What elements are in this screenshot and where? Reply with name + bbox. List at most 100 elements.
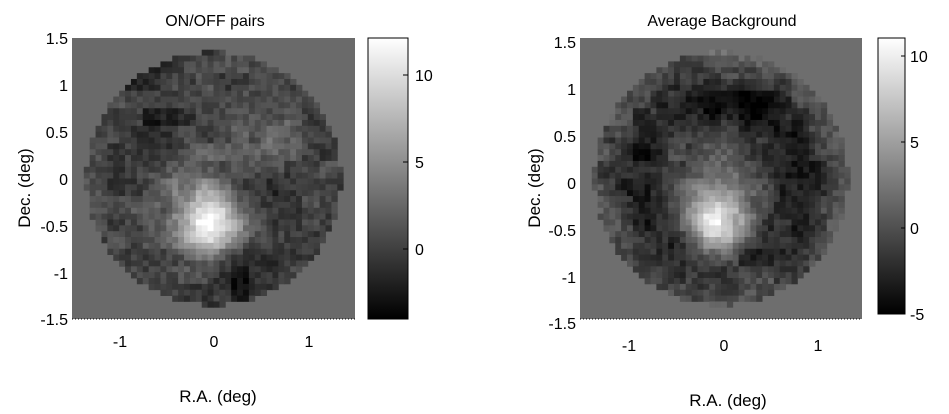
map-cell [136,160,144,168]
map-cell [685,260,693,267]
map-cell [148,84,155,92]
map-cell [189,213,197,220]
map-cell [237,201,244,209]
map-cell [685,219,693,226]
map-cell [750,61,757,68]
map-cell [732,149,740,156]
map-cell [201,160,209,168]
map-cell [284,155,291,162]
map-cell [296,102,303,109]
map-cell [709,178,716,185]
map-cell [313,166,321,174]
map-cell [668,155,675,162]
map-cell [638,90,646,97]
map-cell [644,237,651,244]
map-cell [125,102,132,109]
map-cell [272,90,279,97]
map-cell [732,119,740,127]
map-cell [703,248,710,255]
map-cell [703,213,710,220]
map-cell [160,73,167,80]
map-cell [166,201,173,209]
map-cell [791,237,798,244]
map-cell [142,125,150,133]
map-cell [815,155,822,162]
x-tick-labels: -1 0 1 [113,334,314,351]
map-cell [195,137,203,144]
map-cell [726,242,734,250]
map-cell [325,172,332,179]
map-cell [674,166,681,174]
y-axis-label: Dec. (deg) [525,148,544,227]
map-cell [685,78,693,86]
map-cell [656,160,663,168]
map-cell [130,190,138,197]
map-cell [254,178,262,185]
map-cell [201,254,209,261]
map-cell [231,172,238,179]
map-cell [136,73,144,80]
map-cell [113,172,120,179]
map-cell [278,242,285,250]
map-cell [313,184,321,191]
map-cell [296,90,303,97]
map-cell [189,67,197,74]
map-cell [301,172,309,179]
map-cell [697,254,704,261]
map-cell [674,225,681,232]
map-cell [331,172,338,179]
map-cell [715,119,722,127]
map-cell [160,254,167,261]
map-cell [219,242,226,250]
map-cell [732,219,740,226]
map-cell [148,172,155,179]
map-cell [225,190,232,197]
map-cell [803,231,810,238]
map-cell [797,131,804,138]
map-cell [615,207,622,215]
map-cell [650,213,657,220]
map-cell [166,102,173,109]
map-cell [809,125,816,133]
map-cell [756,248,763,255]
map-cell [709,231,716,238]
map-cell [125,84,132,92]
map-cell [301,178,309,185]
map-cell [319,190,326,197]
map-cell [838,149,845,156]
map-cell [756,196,763,203]
x-tick-label: 0 [720,338,729,355]
map-cell [189,248,197,255]
map-cell [148,219,155,226]
map-cell [762,90,769,97]
map-cell [195,184,203,191]
map-cell [266,283,273,291]
map-cell [826,160,834,168]
map-cell [178,207,185,215]
map-cell [219,84,226,92]
map-cell [301,96,309,103]
map-cell [638,96,646,103]
map-cell [89,207,96,215]
map-cell [732,207,740,215]
map-cell [691,231,698,238]
map-cell [779,73,787,80]
map-cell [703,260,710,267]
map-cell [838,207,845,215]
map-cell [838,196,845,203]
map-cell [242,283,250,291]
map-cell [225,237,232,244]
map-cell [732,242,740,250]
map-cell [184,213,191,220]
map-cell [627,108,634,115]
map-cell [119,90,126,97]
map-cell [650,143,657,150]
map-cell [195,231,203,238]
map-cell [738,266,745,273]
map-cell [184,137,191,144]
map-cell [721,231,728,238]
map-cell [313,201,321,209]
map-cell [260,219,267,226]
map-cell [603,125,610,133]
map-cell [732,114,740,121]
